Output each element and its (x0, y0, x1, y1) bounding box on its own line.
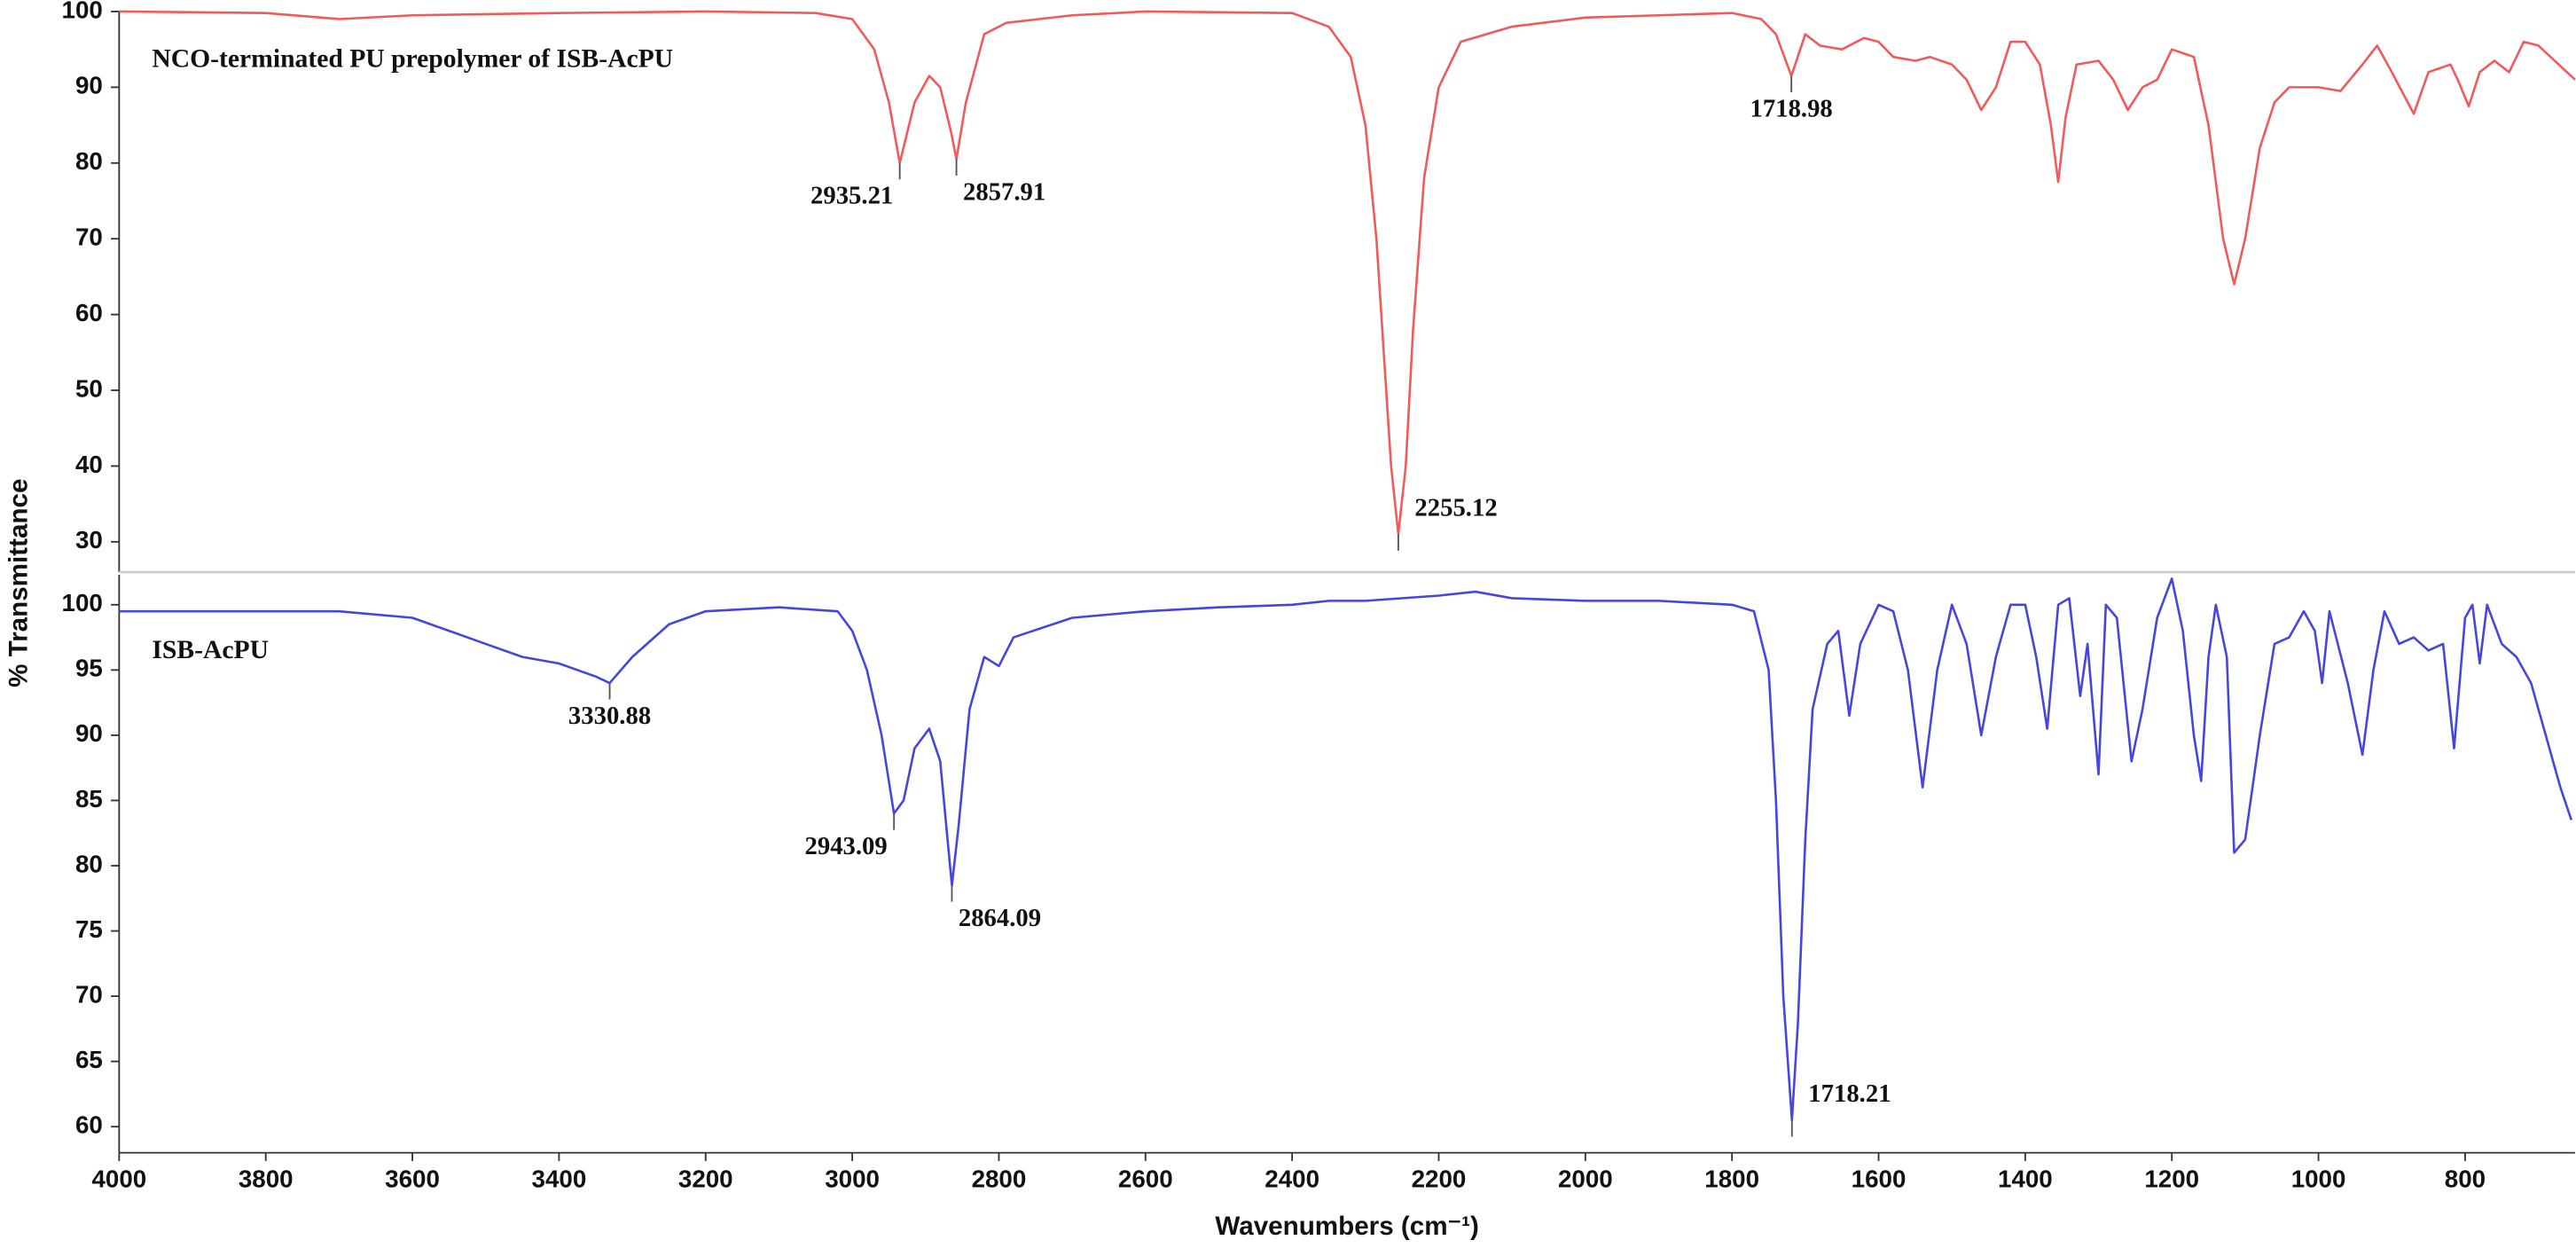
peak-label: 3330.88 (568, 702, 651, 730)
x-tick-label: 1600 (1852, 1165, 1907, 1192)
y-tick-label: 70 (75, 980, 103, 1008)
x-tick-label: 1400 (1998, 1165, 2053, 1192)
spectrum-line (119, 577, 2573, 1122)
y-tick-label: 90 (75, 719, 103, 747)
x-tick-label: 3600 (385, 1165, 440, 1192)
y-tick-label: 85 (75, 785, 103, 812)
peak-label: 1718.98 (1750, 94, 1833, 122)
x-tick-label: 2600 (1118, 1165, 1173, 1192)
y-tick-label: 65 (75, 1046, 103, 1073)
x-tick-label: 2800 (972, 1165, 1027, 1192)
spectrum-line (119, 10, 2576, 536)
y-tick-label: 95 (75, 655, 103, 682)
x-tick-label: 1200 (2144, 1165, 2199, 1192)
x-tick-label: 1000 (2291, 1165, 2346, 1192)
x-tick-label: 4000 (91, 1165, 146, 1192)
y-axis-label: % Transmittance (4, 479, 34, 687)
peak-label: 2864.09 (959, 904, 1041, 932)
y-tick-label: 40 (75, 451, 103, 478)
peak-label: 1718.21 (1808, 1079, 1891, 1108)
y-tick-label: 50 (75, 374, 103, 402)
x-tick-label: 2400 (1265, 1165, 1319, 1192)
y-tick-label: 100 (62, 0, 103, 23)
x-tick-label: 800 (2445, 1165, 2486, 1192)
y-tick-label: 90 (75, 72, 103, 99)
y-tick-label: 70 (75, 224, 103, 251)
x-tick-label: 2000 (1558, 1165, 1613, 1192)
panel-title: NCO-terminated PU prepolymer of ISB-AcPU (152, 44, 673, 73)
y-tick-label: 60 (75, 299, 103, 326)
peak-label: 2255.12 (1414, 494, 1497, 522)
y-tick-label: 30 (75, 526, 103, 553)
peak-label: 2943.09 (805, 832, 888, 860)
x-tick-label: 3200 (678, 1165, 733, 1192)
x-tick-label: 3000 (825, 1165, 880, 1192)
y-tick-label: 80 (75, 147, 103, 175)
peak-label: 2935.21 (810, 182, 893, 210)
y-tick-label: 60 (75, 1111, 103, 1139)
x-tick-label: 1800 (1704, 1165, 1759, 1192)
x-tick-label: 3400 (532, 1165, 587, 1192)
y-tick-label: 80 (75, 850, 103, 877)
panel-title: ISB-AcPU (152, 636, 269, 664)
y-tick-label: 100 (62, 589, 103, 616)
x-axis-label: Wavenumbers (cm⁻¹) (1215, 1212, 1479, 1241)
y-tick-label: 75 (75, 915, 103, 943)
x-tick-label: 2200 (1412, 1165, 1467, 1192)
peak-label: 2857.91 (963, 177, 1045, 206)
x-tick-label: 3800 (239, 1165, 294, 1192)
